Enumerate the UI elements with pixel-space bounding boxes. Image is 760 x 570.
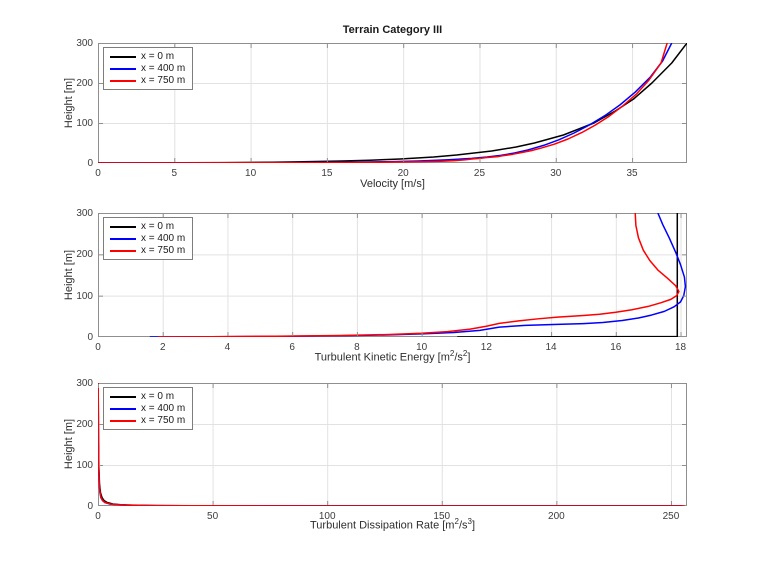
legend-line-sample [110, 396, 136, 398]
y-tick-label: 300 [76, 208, 93, 219]
legend-label: x = 400 m [141, 403, 186, 414]
legend-item: x = 0 m [110, 51, 192, 63]
x-tick-label: 100 [318, 511, 336, 522]
legend-line-sample [110, 238, 136, 240]
y-tick-label: 0 [87, 501, 93, 512]
y-tick-label: 100 [76, 118, 93, 129]
velocity-plot [97, 42, 688, 164]
figure-title: Terrain Category III [342, 24, 443, 36]
x-tick-label: 15 [321, 168, 333, 179]
x-tick-label: 12 [480, 342, 492, 353]
x-tick-label: 5 [171, 168, 178, 179]
x-tick-label: 0 [95, 511, 101, 522]
y-tick-label: 200 [76, 78, 93, 89]
x-tick-label: 20 [397, 168, 409, 179]
legend-label: x = 750 m [141, 245, 186, 256]
x-tick-label: 50 [207, 511, 219, 522]
turbulent-dissipation-rate-profile-canvas [97, 382, 687, 507]
x-tick-label: 14 [545, 342, 557, 353]
x-tick-label: 8 [354, 342, 360, 353]
legend-line-sample [110, 250, 136, 252]
x-tick-label: 0 [95, 168, 101, 179]
unit-superscript: 2 [449, 349, 455, 358]
legend-line-sample [110, 68, 136, 70]
x-tick-label: 150 [433, 511, 451, 522]
x-tick-label: 200 [548, 511, 565, 522]
y-tick-label: 0 [87, 158, 93, 169]
y-tick-label: 300 [76, 38, 93, 49]
velocity-profile-canvas [97, 42, 688, 164]
y-tick-label: 200 [76, 419, 93, 430]
x-tick-label: 10 [245, 168, 257, 179]
legend-item: x = 0 m [110, 391, 192, 403]
legend-item: x = 0 m [110, 221, 192, 233]
legend-item: x = 400 m [110, 63, 192, 75]
x-tick-label: 6 [289, 342, 295, 353]
y-tick-label: 300 [76, 378, 93, 389]
x-tick-label: 2 [159, 342, 166, 353]
legend-item: x = 750 m [110, 245, 192, 257]
x-tick-label: 16 [610, 342, 622, 353]
unit-superscript: 2 [454, 517, 459, 526]
x-axis-label-dissipation: Turbulent Dissipation Rate [m2/s3] [309, 517, 476, 532]
y-tick-label: 200 [76, 249, 93, 261]
y-tick-label: 100 [76, 290, 93, 302]
x-tick-label: 0 [95, 342, 101, 353]
legend-label: x = 400 m [141, 63, 186, 74]
y-tick-label: 100 [76, 460, 93, 471]
legend-line-sample [110, 408, 136, 410]
x-tick-label: 25 [473, 168, 486, 179]
legend-item: x = 400 m [110, 233, 192, 245]
legend-label: x = 0 m [141, 391, 175, 402]
legend-item: x = 750 m [110, 75, 192, 87]
legend-line-sample [110, 56, 136, 58]
legend-line-sample [110, 80, 136, 82]
series-line-x-0-m [457, 213, 679, 338]
tke-plot [98, 212, 687, 338]
legend-label: x = 0 m [141, 221, 175, 232]
x-axis-label-tke: Turbulent Kinetic Energy [m2/s2] [314, 349, 471, 364]
series-line-x-400-m [149, 212, 687, 338]
dissipation-plot [97, 382, 687, 507]
legend-line-sample [110, 226, 136, 228]
legend-label: x = 750 m [141, 415, 186, 426]
x-axis-label-velocity: Velocity [m/s] [360, 178, 425, 190]
unit-superscript: 3 [467, 517, 472, 526]
x-tick-label: 10 [416, 342, 428, 353]
series-line-x-750-m [97, 42, 668, 164]
x-tick-label: 4 [224, 342, 231, 353]
x-tick-label: 30 [550, 168, 562, 179]
x-tick-label: 35 [626, 168, 638, 179]
legend-label: x = 400 m [141, 233, 186, 244]
series-line-x-750-m [157, 212, 680, 338]
series-line-x-750-m [97, 382, 685, 507]
legend-item: x = 400 m [110, 403, 192, 415]
legend-label: x = 0 m [141, 51, 175, 62]
x-tick-label: 250 [662, 511, 680, 522]
legend-line-sample [110, 420, 136, 422]
axes-frame [98, 213, 687, 337]
legend-item: x = 750 m [110, 415, 192, 427]
unit-superscript: 2 [462, 349, 468, 358]
turbulent-kinetic-energy-profile-canvas [98, 212, 687, 338]
legend-label: x = 750 m [141, 75, 186, 86]
x-tick-label: 18 [674, 342, 687, 353]
y-tick-label: 0 [87, 332, 93, 343]
